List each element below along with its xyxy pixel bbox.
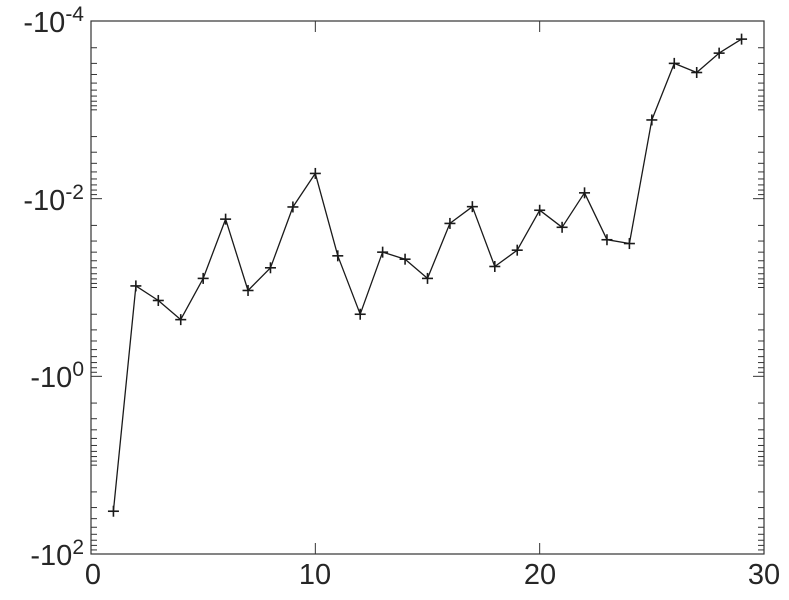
axis-box [90,20,765,555]
data-point-marker [152,294,164,306]
data-point-marker [130,280,142,292]
data-point-marker [332,250,344,262]
y-minor-ticks [91,47,764,551]
y-axis-tick-label: -10-2 [23,182,84,216]
data-point-marker [601,234,613,246]
y-tick-exponent: 2 [72,536,84,559]
data-point-marker [264,262,276,274]
data-point-marker [444,217,456,229]
data-point-marker [466,201,478,213]
data-point-marker [287,201,299,213]
data-point-marker [175,314,187,326]
data-point-marker [107,505,119,517]
data-point-marker [511,244,523,256]
y-tick-base: -10 [23,185,66,217]
y-axis-tick-label: -10-4 [23,4,84,38]
data-markers [107,33,748,517]
x-axis-tick-label: 0 [84,559,102,591]
data-point-marker [309,167,321,179]
data-point-marker [713,47,725,59]
data-point-marker [242,284,254,296]
data-point-marker [489,260,501,272]
y-axis-tick-label: -100 [30,359,84,393]
data-point-marker [579,187,591,199]
data-point-marker [534,204,546,216]
y-tick-base: -10 [30,362,73,394]
data-point-marker [691,67,703,79]
y-major-ticks [91,20,764,555]
data-point-marker [422,272,433,284]
y-tick-base: -10 [23,7,66,39]
data-point-marker [377,246,389,258]
data-point-marker [556,221,568,233]
data-point-marker [646,114,658,126]
data-point-marker [220,213,232,225]
data-point-marker [399,253,411,265]
y-axis-tick-label: -102 [30,537,84,571]
data-point-marker [354,308,366,320]
x-axis-tick-label: 30 [747,559,781,591]
x-axis-tick-label: 20 [523,559,557,591]
data-point-marker [668,57,680,69]
data-point-marker [623,238,635,250]
y-tick-base: -10 [30,540,73,572]
x-ticks [90,21,765,554]
y-tick-exponent: -2 [65,181,84,204]
data-point-marker [736,33,748,45]
y-tick-exponent: 0 [72,358,84,381]
x-axis-tick-label: 10 [298,559,332,591]
data-point-marker [197,272,209,284]
y-tick-exponent: -4 [65,3,84,26]
